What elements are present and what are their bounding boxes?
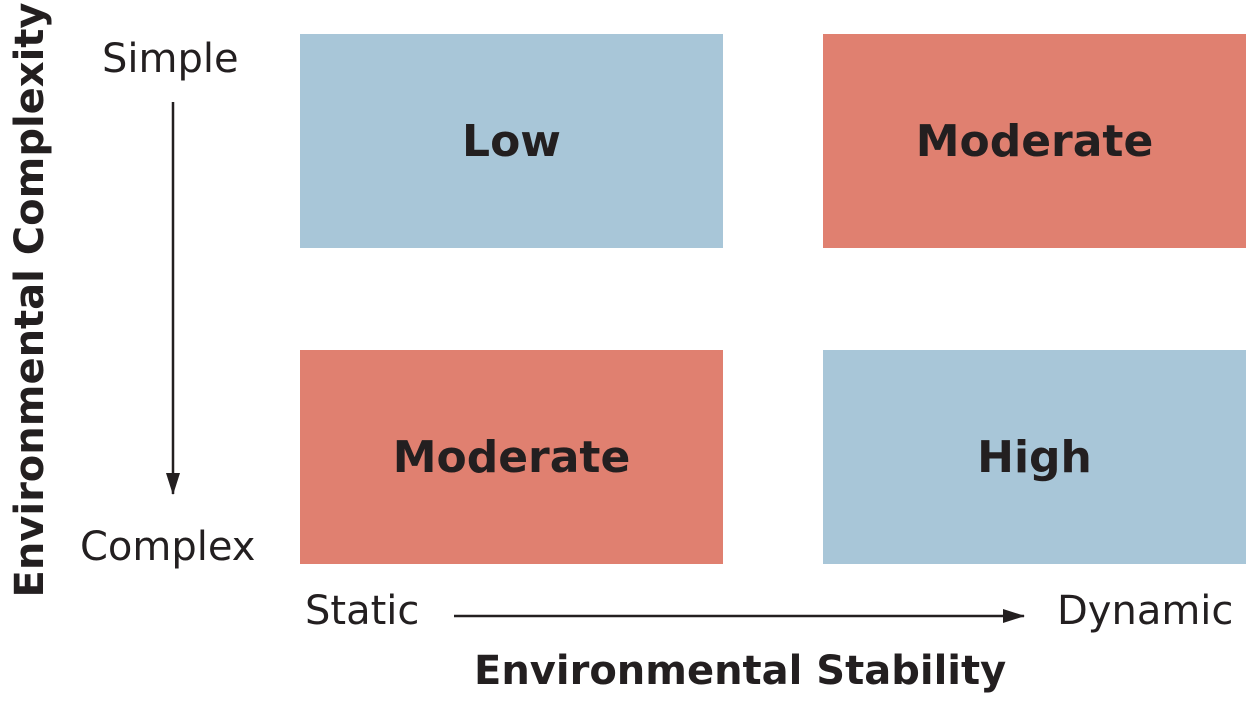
cell-moderate-bottom-label: Moderate xyxy=(392,431,631,483)
x-axis-title: Environmental Stability xyxy=(474,648,1007,694)
cell-high: High xyxy=(823,350,1246,564)
y-axis-title: Environmental Complexity xyxy=(7,2,53,598)
y-axis-start-label: Simple xyxy=(102,36,239,82)
x-axis-end-label: Dynamic xyxy=(1057,588,1234,634)
cell-low: Low xyxy=(300,34,723,248)
cell-moderate-top-label: Moderate xyxy=(915,115,1154,167)
y-axis-end-label: Complex xyxy=(80,524,256,570)
cell-moderate-top: Moderate xyxy=(823,34,1246,248)
cell-low-label: Low xyxy=(462,115,561,167)
x-axis-start-label: Static xyxy=(305,588,420,634)
cell-moderate-bottom: Moderate xyxy=(300,350,723,564)
cell-high-label: High xyxy=(977,431,1092,483)
